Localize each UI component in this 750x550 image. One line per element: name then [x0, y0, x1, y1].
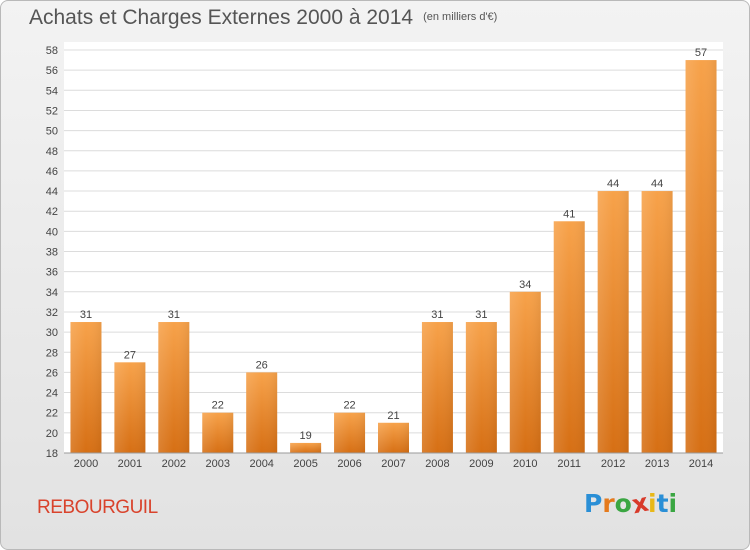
y-tick-label: 42 [46, 206, 58, 218]
bar-shine [421, 322, 453, 453]
y-tick-label: 20 [46, 428, 58, 440]
bar-shine [597, 191, 629, 454]
x-tick-label: 2010 [513, 458, 537, 470]
y-tick-label: 28 [46, 347, 58, 359]
bar-shine [378, 422, 409, 453]
x-tick-label: 2011 [557, 458, 581, 470]
y-tick-label: 24 [46, 388, 58, 400]
bar-shine [685, 60, 717, 453]
x-tick-label: 2008 [425, 458, 449, 470]
bar-shine [114, 362, 146, 453]
data-label: 34 [519, 279, 531, 291]
bar-shine [290, 442, 322, 453]
y-tick-label: 26 [46, 367, 58, 379]
data-label: 57 [695, 47, 707, 59]
bar-chart: 18 20 22 24 26 28 30 32 34 36 38 40 42 44 46 48 50 52 54 56… [46, 45, 723, 470]
data-label: 44 [651, 178, 663, 190]
y-tick-label: 58 [46, 45, 58, 57]
x-tick-label: 2007 [381, 458, 405, 470]
data-label: 27 [124, 349, 136, 361]
data-label: 22 [343, 400, 355, 412]
x-tick-label: 2001 [118, 458, 142, 470]
x-tick-label: 2012 [601, 458, 625, 470]
y-tick-label: 32 [46, 307, 58, 319]
chart-subtitle: (en milliers d'€) [423, 11, 498, 23]
bar-shine [334, 412, 366, 453]
data-label: 31 [168, 309, 180, 321]
y-tick-label: 44 [46, 186, 58, 198]
y-tick-label: 46 [46, 166, 58, 178]
y-tick-label: 30 [46, 327, 58, 339]
data-label: 22 [212, 400, 224, 412]
chart-title-row: Achats et Charges Externes 2000 à 2014 (e… [29, 6, 497, 30]
y-tick-label: 56 [46, 65, 58, 77]
bar-shine [70, 322, 102, 453]
y-tick-label: 36 [46, 267, 58, 279]
chart-title: Achats et Charges Externes 2000 à 2014 [29, 6, 414, 29]
bar-shine [158, 322, 190, 453]
y-tick-label: 34 [46, 287, 58, 299]
x-tick-label: 2006 [337, 458, 361, 470]
data-label: 19 [300, 430, 312, 442]
x-tick-label: 2002 [162, 458, 186, 470]
bar-shine [202, 412, 234, 453]
data-label: 31 [80, 309, 92, 321]
bar-shine [641, 191, 673, 454]
proxiti-logo: Proxiti [584, 487, 678, 520]
x-tick-label: 2005 [293, 458, 317, 470]
y-tick-label: 22 [46, 408, 58, 420]
y-tick-label: 38 [46, 247, 58, 259]
bar-shine [465, 322, 497, 453]
x-tick-label: 2000 [74, 458, 98, 470]
x-tick-label: 2014 [689, 458, 713, 470]
bar-shine [553, 221, 585, 453]
y-tick-label: 40 [46, 226, 58, 238]
y-tick-label: 52 [46, 105, 58, 117]
bar-shine [509, 291, 541, 453]
x-tick-label: 2003 [206, 458, 230, 470]
y-tick-label: 18 [46, 448, 58, 460]
y-tick-label: 48 [46, 146, 58, 158]
data-label: 44 [607, 178, 619, 190]
bar-shine [246, 372, 278, 453]
x-tick-label: 2004 [249, 458, 273, 470]
data-label: 21 [387, 410, 399, 422]
y-tick-label: 50 [46, 126, 58, 138]
x-tick-label: 2013 [645, 458, 669, 470]
data-label: 31 [475, 309, 487, 321]
data-label: 31 [431, 309, 443, 321]
data-label: 26 [256, 359, 268, 371]
y-tick-label: 54 [46, 85, 58, 97]
plot-area: 18 20 22 24 26 28 30 32 34 36 38 40 42 44 46 48 50 52 54 56… [46, 42, 723, 470]
x-tick-label: 2009 [469, 458, 493, 470]
data-label: 41 [563, 208, 575, 220]
city-name: REBOURGUIL [37, 497, 158, 518]
